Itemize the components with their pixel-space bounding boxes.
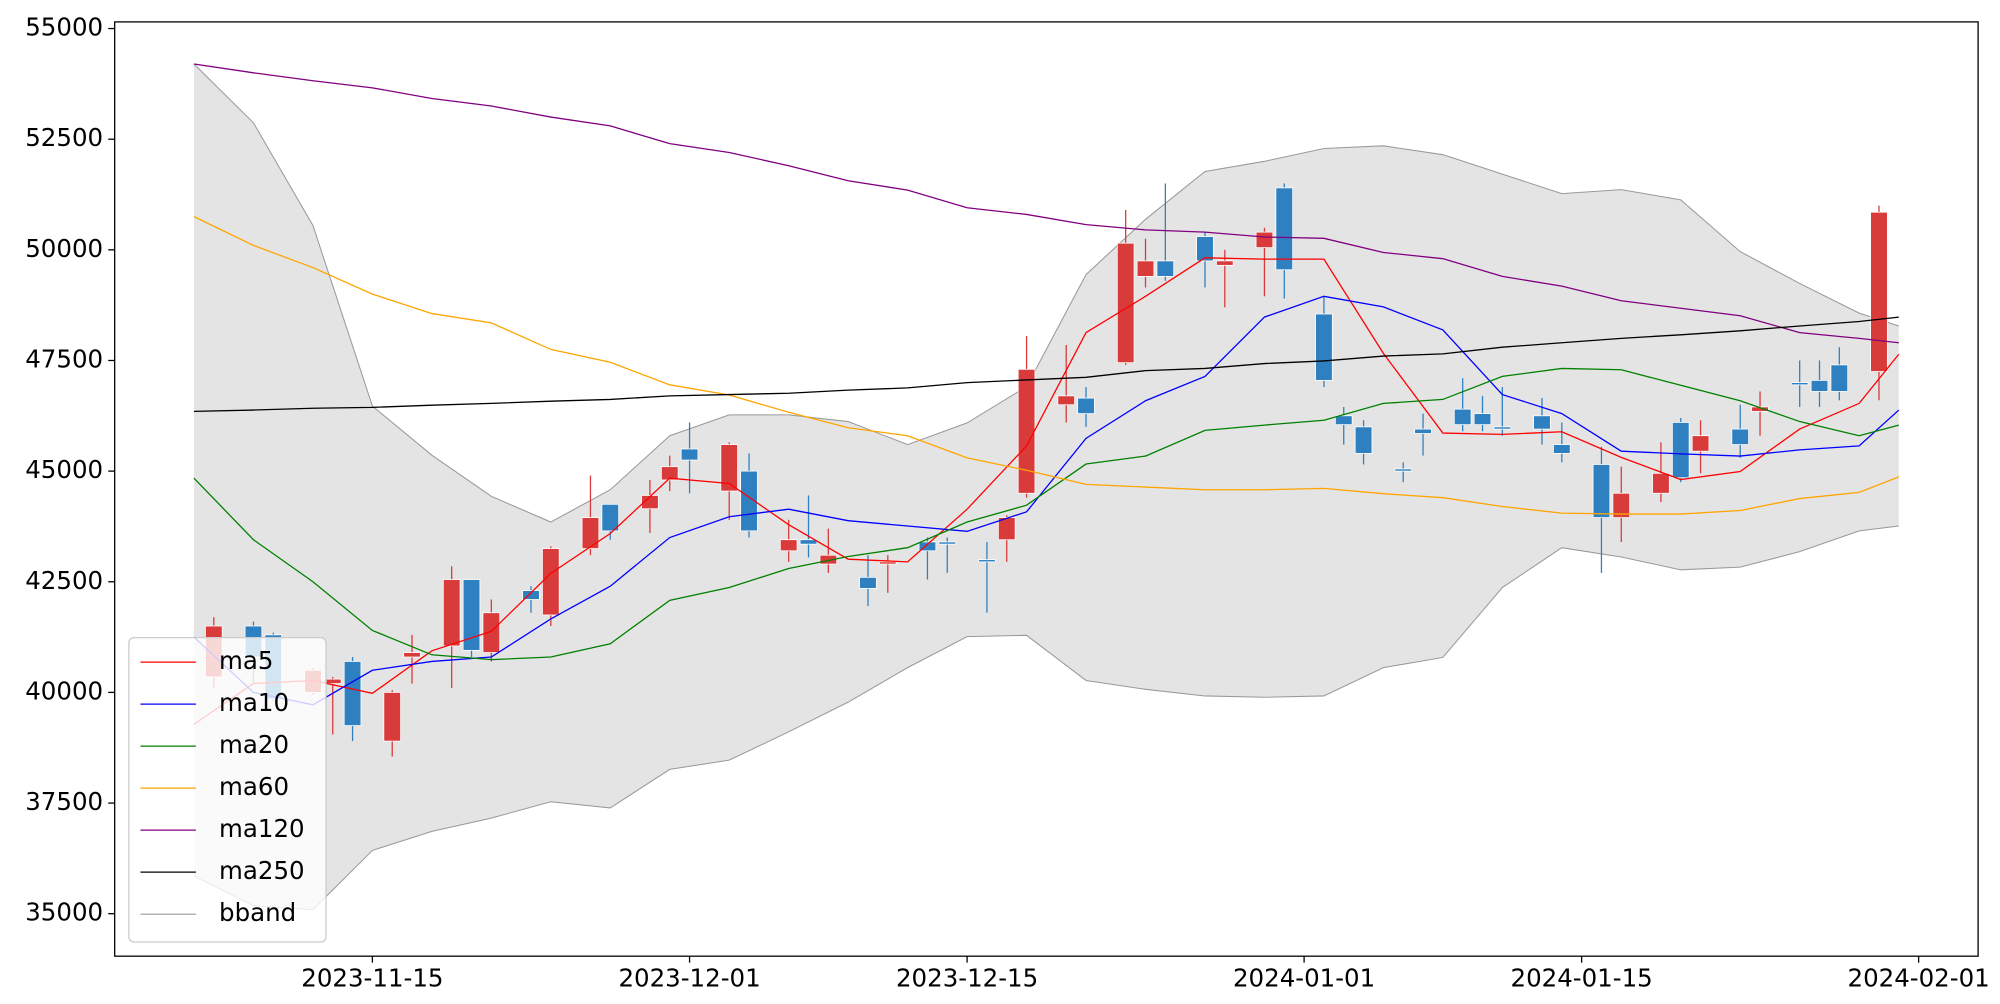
ma-line <box>193 257 1900 725</box>
candle-body <box>1652 472 1670 494</box>
candle-body <box>1334 415 1353 426</box>
ma-line <box>193 367 1899 661</box>
candle-body <box>740 470 758 532</box>
candle-body <box>779 539 798 552</box>
legend-label: ma20 <box>219 730 289 759</box>
y-tick-label: 35000 <box>25 898 103 927</box>
legend-label: ma250 <box>219 856 305 885</box>
bband-upper <box>193 63 1899 523</box>
ma-line <box>193 63 1899 344</box>
candle-body <box>997 517 1016 541</box>
legend-box <box>128 636 327 943</box>
candle-body <box>1017 368 1036 494</box>
candle-body <box>879 561 897 565</box>
candle-body <box>680 448 699 461</box>
y-tick-label: 47500 <box>25 344 103 373</box>
y-tick-label: 40000 <box>25 676 103 705</box>
candle-body <box>601 503 620 532</box>
legend-label: bband <box>219 898 296 927</box>
candle-body <box>1751 406 1769 412</box>
candle-body <box>918 541 937 552</box>
candle-body <box>522 590 540 600</box>
y-tick-label: 52500 <box>25 123 103 152</box>
axes-frame <box>114 21 1979 957</box>
x-tick-label: 2023-11-15 <box>301 963 443 992</box>
legend-label: ma120 <box>219 814 305 843</box>
candle-body <box>1493 426 1512 430</box>
candle-body <box>1691 435 1710 452</box>
candle-body <box>1473 413 1492 426</box>
candle-body <box>1731 428 1749 445</box>
candle-body <box>1136 260 1155 277</box>
candle-body <box>1216 260 1234 266</box>
candle-body <box>1592 464 1611 518</box>
candle-body <box>1453 408 1472 426</box>
x-tick-label: 2023-12-15 <box>896 963 1038 992</box>
candle-body <box>1315 313 1333 381</box>
candle-body <box>462 579 481 651</box>
candle-body <box>1533 415 1551 430</box>
ma-line <box>193 316 1899 413</box>
ma-line <box>193 295 1900 706</box>
candle-body <box>1810 380 1829 392</box>
candle-body <box>542 548 560 616</box>
candle-body <box>938 541 957 545</box>
candle-body <box>1830 364 1849 392</box>
y-tick-label: 45000 <box>25 455 103 484</box>
candle-body <box>383 692 401 742</box>
bband-lower <box>193 525 1899 911</box>
candle-body <box>1275 187 1294 271</box>
candle-body <box>442 579 461 647</box>
candle-body <box>799 539 818 545</box>
candle-body <box>1414 428 1432 434</box>
candle-body <box>1057 395 1075 406</box>
candle-body <box>720 444 738 492</box>
x-tick-label: 2024-02-01 <box>1848 963 1990 992</box>
y-tick-label: 42500 <box>25 566 103 595</box>
y-tick-label: 55000 <box>25 13 103 42</box>
candle-body <box>1255 231 1274 249</box>
legend-label: ma5 <box>219 646 273 675</box>
x-tick-label: 2023-12-01 <box>618 963 760 992</box>
legend-label: ma60 <box>219 772 289 801</box>
candle-body <box>1156 260 1175 277</box>
candle-body <box>660 466 679 481</box>
candle-body <box>581 517 600 549</box>
candle-body <box>1196 236 1214 262</box>
legend-label: ma10 <box>219 688 289 717</box>
x-tick-label: 2024-01-15 <box>1511 963 1653 992</box>
candle-body <box>1612 492 1631 518</box>
candle-body <box>978 559 996 563</box>
legend: ma5 ma10 ma20 ma60 ma120 ma250 bband <box>128 636 327 943</box>
x-tick-label: 2024-01-01 <box>1233 963 1375 992</box>
candle-body <box>1671 422 1690 479</box>
candle-body <box>819 554 838 565</box>
candle-body <box>1116 242 1135 364</box>
candle-body <box>1790 382 1809 386</box>
candle-body <box>1354 426 1373 454</box>
candle-body <box>641 495 659 510</box>
candle-body <box>859 576 877 589</box>
candle-body <box>403 652 421 658</box>
y-tick-label: 50000 <box>25 234 103 263</box>
candle-body <box>482 612 501 653</box>
candle-body <box>1394 468 1412 472</box>
ma-line <box>193 216 1900 515</box>
candle-body <box>1553 444 1571 454</box>
candle-body <box>1077 397 1095 414</box>
candle-body <box>343 661 362 726</box>
candle-body <box>1870 211 1888 372</box>
y-tick-label: 37500 <box>25 787 103 816</box>
plot-area <box>193 63 1900 911</box>
